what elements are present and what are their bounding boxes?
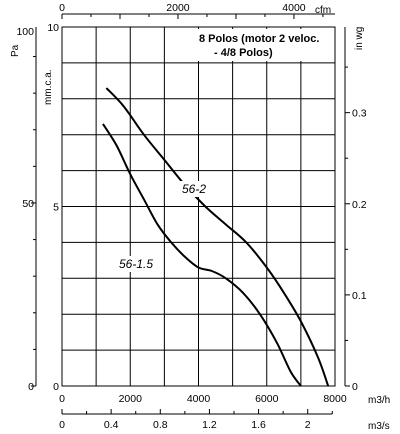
- inwg-tick-label: 0: [352, 381, 358, 393]
- m3h-tick-label: 2000: [119, 393, 143, 405]
- inwg-tick-label: 0.2: [352, 199, 367, 211]
- axes: [31, 13, 350, 415]
- inwg-tick-label: 0.3: [352, 108, 367, 120]
- pa-tick-label: 100: [16, 26, 34, 38]
- m3s-tick-label: 1.6: [251, 419, 266, 431]
- grid-lines: [62, 27, 335, 386]
- note-line-1: 8 Polos (motor 2 veloc.: [199, 33, 319, 45]
- performance-curves: [102, 87, 330, 387]
- curve-label-background: [180, 181, 209, 197]
- m3s-tick-label: 0: [59, 419, 65, 431]
- note-line-2: - 4/8 Polos): [214, 47, 273, 59]
- m3h-tick-label: 4000: [187, 393, 211, 405]
- top-tick-label: 0: [59, 2, 65, 14]
- curve-label-56-1.5: 56-1.5: [119, 257, 153, 271]
- unit-m3h: m3/h: [368, 395, 390, 406]
- m3s-tick-label: 1.2: [202, 419, 217, 431]
- mmca-tick-label: 0: [53, 381, 59, 393]
- unit-pa: Pa: [10, 44, 21, 57]
- pa-tick-label: 0: [28, 381, 34, 393]
- m3h-tick-label: 6000: [255, 393, 279, 405]
- mmca-tick-label: 10: [47, 22, 59, 34]
- unit-m3s: m3/s: [368, 421, 390, 432]
- curve-56-1.5: [102, 123, 302, 387]
- curve-label-background: [117, 256, 156, 272]
- top-tick-label: 4000: [282, 2, 306, 14]
- m3s-tick-label: 0.8: [153, 419, 168, 431]
- curve-label-56-2: 56-2: [182, 182, 206, 196]
- m3h-tick-label: 8000: [323, 393, 347, 405]
- inwg-tick-label: 0.1: [352, 290, 367, 302]
- unit-cfm: cfm: [315, 5, 331, 16]
- note-box: [195, 29, 332, 61]
- m3h-tick-label: 0: [59, 393, 65, 405]
- plot-frame: [61, 26, 336, 387]
- mmca-tick-label: 5: [53, 202, 59, 214]
- curve-56-2: [105, 87, 330, 387]
- pa-tick-label: 50: [22, 198, 34, 210]
- unit-inwg: in wg: [354, 27, 365, 50]
- unit-mmca: mm.c.a.: [43, 69, 54, 105]
- top-tick-label: 2000: [166, 2, 190, 14]
- m3s-tick-label: 0.4: [104, 419, 119, 431]
- m3s-tick-label: 2: [305, 419, 311, 431]
